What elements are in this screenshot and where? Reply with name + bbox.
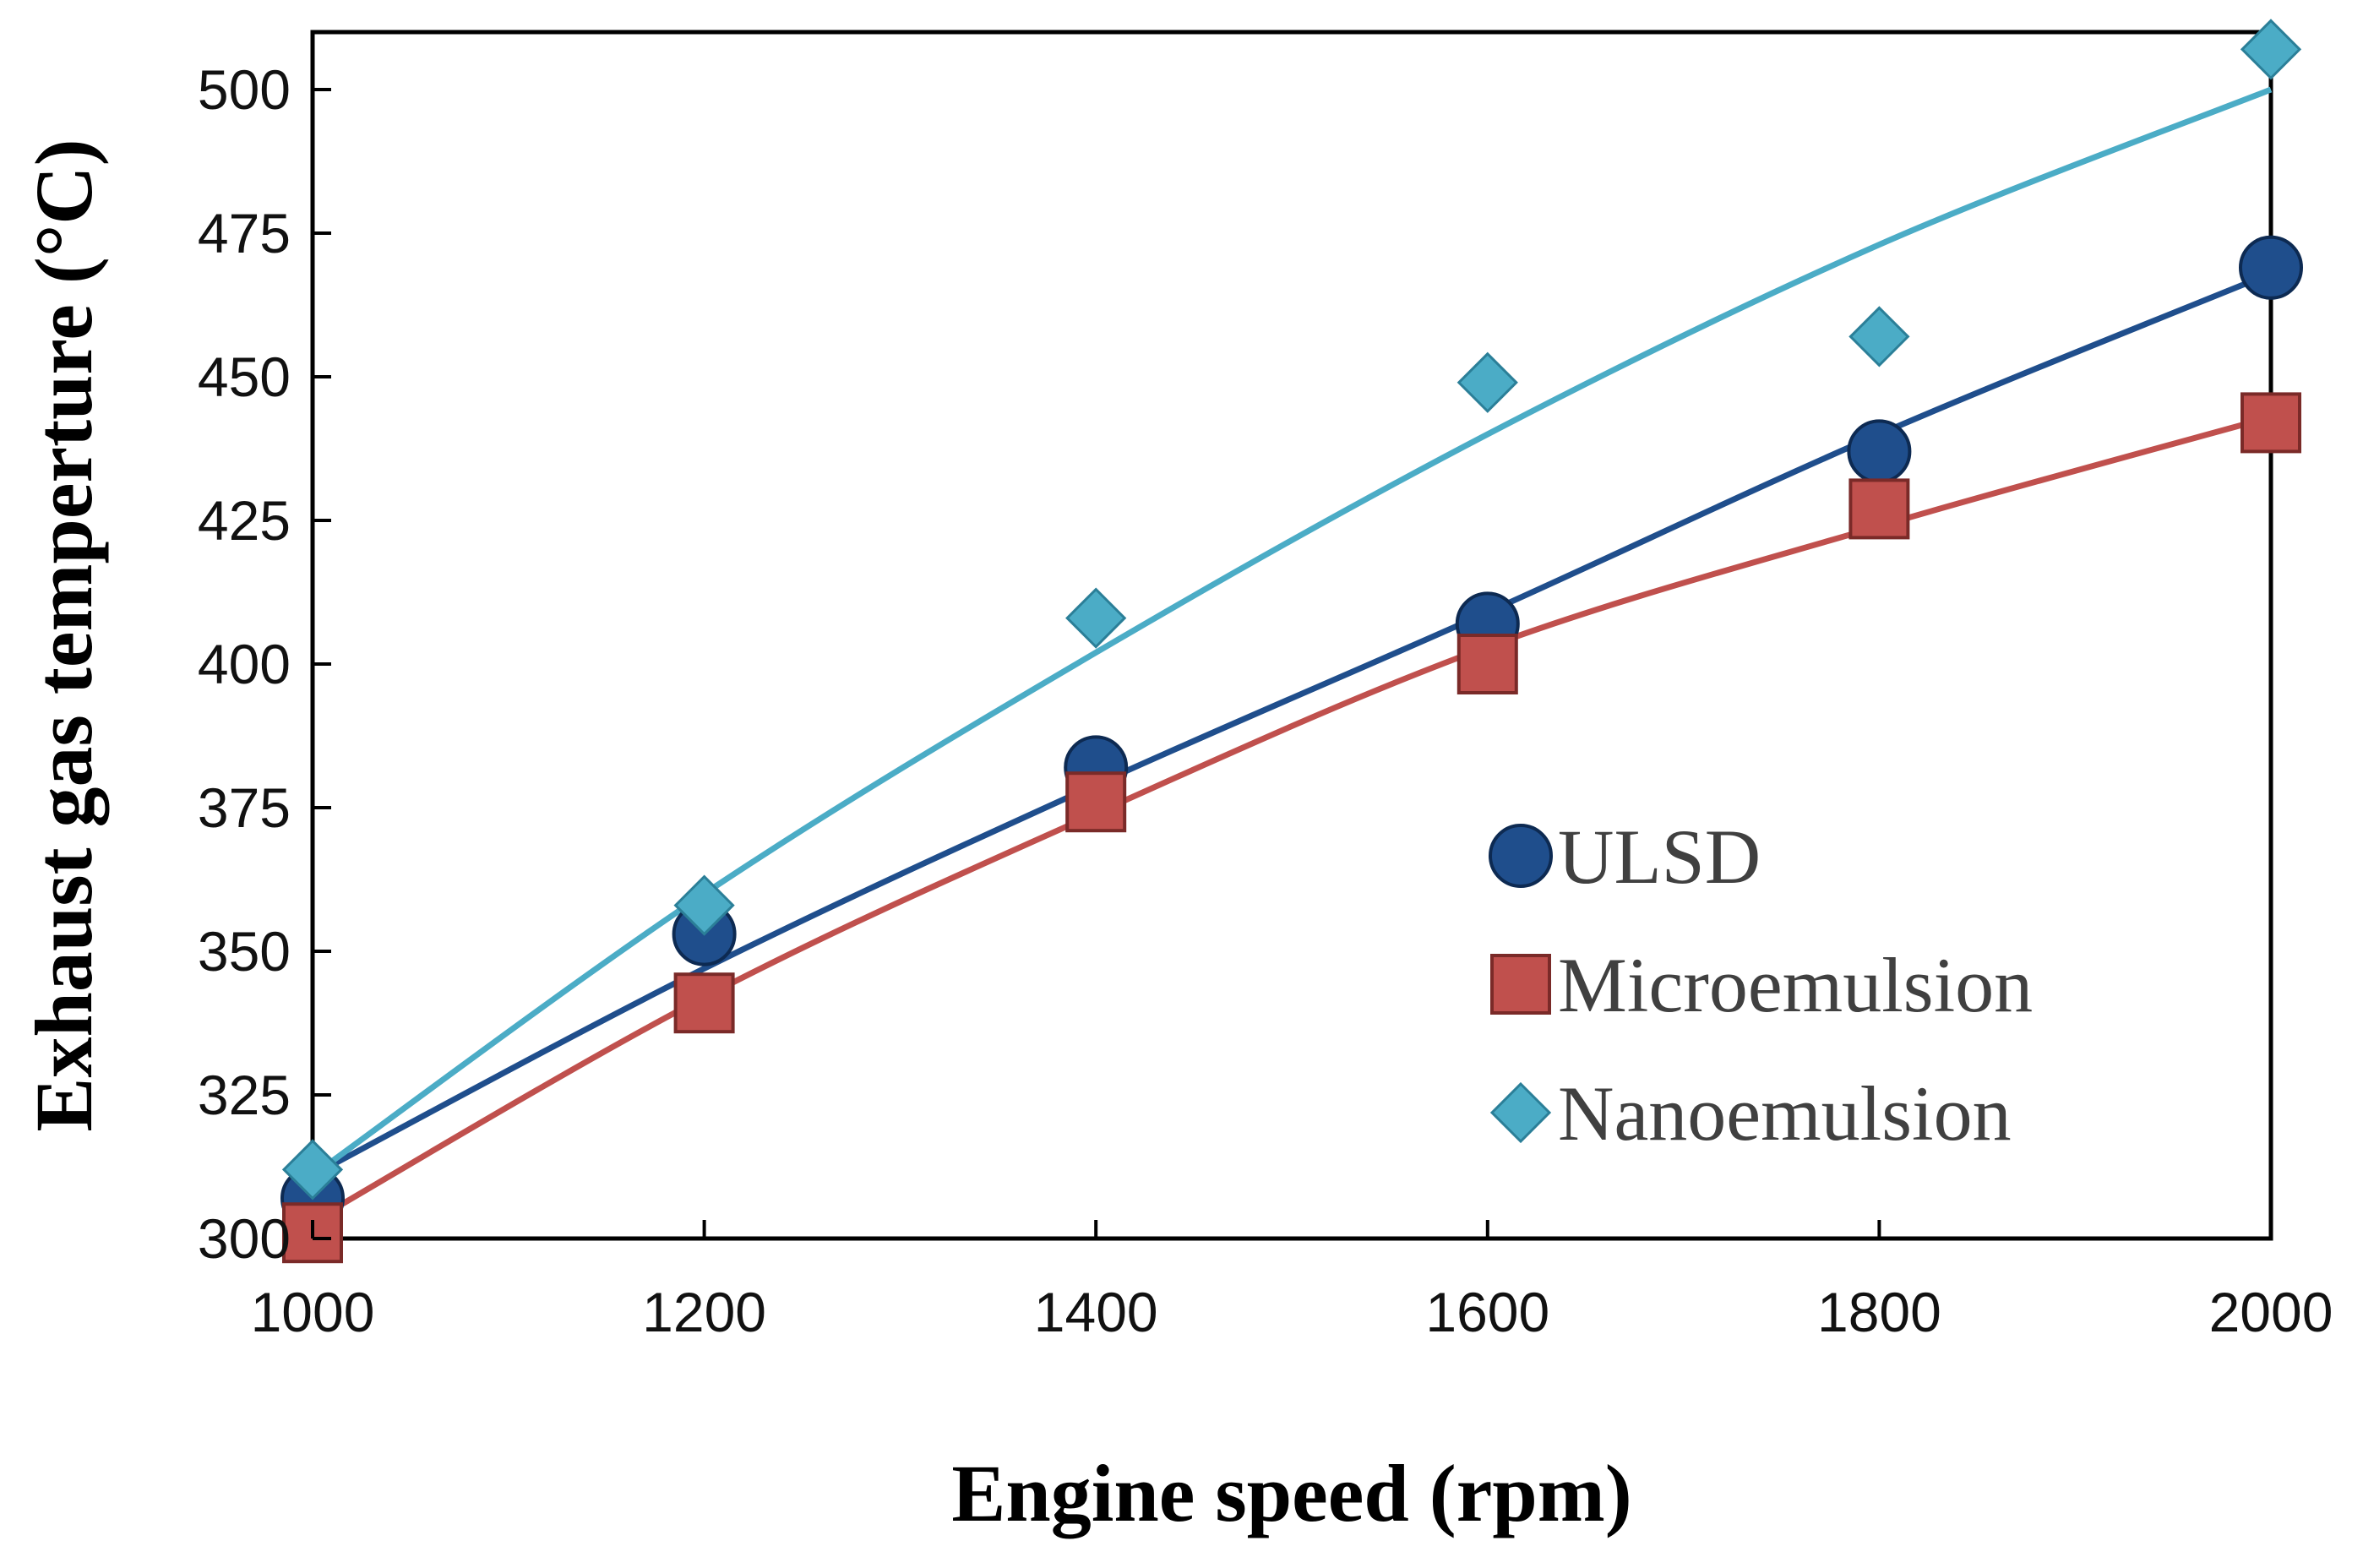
data-point-microemulsion: [1848, 478, 1910, 540]
y-tick-label: 375: [198, 776, 291, 839]
y-axis-title: Exhaust gas temperture (°C): [19, 139, 109, 1131]
trendline-nanoemulsion: [310, 86, 2273, 1179]
legend-marker-microemulsion: [1490, 954, 1551, 1015]
data-point-nanoemulsion: [281, 1139, 344, 1200]
y-tick-label: 475: [198, 202, 291, 264]
y-tick-label: 400: [198, 633, 291, 695]
data-point-microemulsion: [673, 972, 735, 1034]
axis-ticks: 300 325 350 375 400 425 450 475 500 1000 1200 1400 1…: [198, 58, 2333, 1343]
y-tick-label: 425: [198, 489, 291, 552]
data-point-microemulsion: [2240, 392, 2301, 454]
legend-marker-nanoemulsion: [1489, 1081, 1552, 1144]
data-point-ulsd: [2239, 235, 2303, 300]
x-tick-label: 1600: [1425, 1281, 1549, 1343]
legend-label-microemulsion: Microemulsion: [1558, 942, 2033, 1028]
x-tick-label: 1200: [642, 1281, 766, 1343]
trendline-ulsd: [311, 270, 2273, 1179]
legend-label-nanoemulsion: Nanoemulsion: [1558, 1070, 2012, 1157]
legend-marker-ulsd: [1489, 824, 1553, 888]
plot-area-frame: [310, 30, 2273, 1241]
data-point-microemulsion: [282, 1202, 343, 1264]
x-tick-label: 1000: [251, 1281, 375, 1343]
y-tick-label: 325: [198, 1064, 291, 1126]
data-point-nanoemulsion: [1065, 587, 1127, 649]
legend-label-ulsd: ULSD: [1558, 814, 1761, 900]
x-tick-label: 2000: [2209, 1281, 2333, 1343]
x-tick-label: 1400: [1034, 1281, 1158, 1343]
data-point-ulsd: [1847, 419, 1912, 484]
y-tick-label: 450: [198, 346, 291, 408]
data-point-nanoemulsion: [673, 874, 735, 936]
y-tick-label: 300: [198, 1207, 291, 1270]
trendline-microemulsion: [311, 414, 2272, 1224]
trendlines: [310, 86, 2273, 1224]
legend: ULSD Microemulsion Nanoemulsion: [1489, 814, 2033, 1157]
data-markers: [280, 19, 2303, 1264]
y-tick-label: 500: [198, 58, 291, 121]
data-point-nanoemulsion: [1848, 306, 1910, 368]
data-point-microemulsion: [1456, 634, 1518, 694]
data-point-nanoemulsion: [1456, 351, 1518, 413]
data-point-nanoemulsion: [2240, 19, 2302, 80]
y-tick-label: 350: [198, 920, 291, 983]
x-axis-title: Engine speed (rpm): [951, 1448, 1631, 1538]
data-point-microemulsion: [1065, 771, 1127, 833]
x-tick-label: 1800: [1817, 1281, 1941, 1343]
